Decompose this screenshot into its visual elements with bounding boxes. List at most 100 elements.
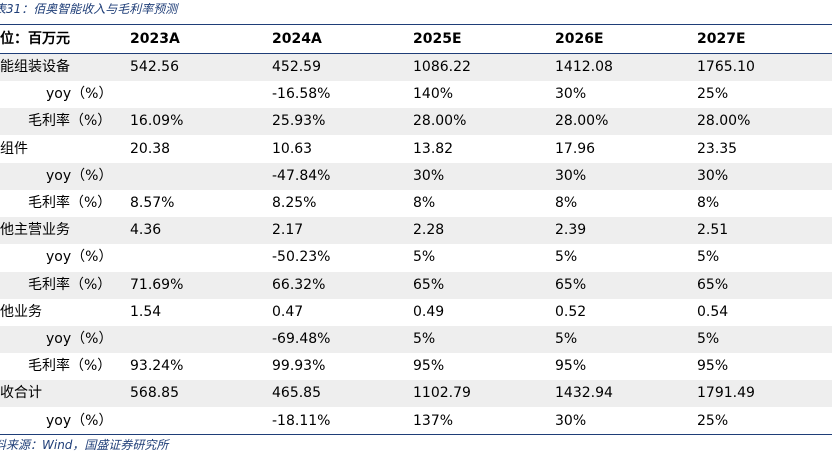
table-row: yoy（%） -69.48% 5% 5% 5%	[0, 326, 832, 353]
cell: 8.57%	[130, 195, 175, 211]
row-label: 组件	[0, 140, 28, 157]
cell: 95%	[413, 358, 445, 375]
table-title: 表31：佰奥智能收入与毛利率预测	[0, 2, 178, 16]
row-label: yoy（%）	[46, 86, 113, 103]
cell: 5%	[555, 249, 578, 266]
table-row: yoy（%） -50.23% 5% 5% 5%	[0, 244, 832, 271]
row-label: yoy（%）	[46, 331, 113, 347]
cell: 1432.94	[555, 385, 613, 402]
cell: 5%	[413, 331, 436, 347]
cell: 8%	[697, 195, 720, 211]
cell: 13.82	[413, 140, 454, 157]
cell: 95%	[697, 358, 729, 375]
cell: 99.93%	[272, 358, 326, 375]
cell: 8.25%	[272, 195, 317, 211]
row-label: 能组装设备	[0, 59, 70, 75]
cell: 0.52	[555, 303, 587, 320]
cell: 1086.22	[413, 59, 471, 75]
row-label: 收合计	[0, 385, 42, 402]
cell: 568.85	[130, 385, 179, 402]
cell: 542.56	[130, 59, 179, 75]
cell: 1412.08	[555, 59, 613, 75]
cell: 28.00%	[413, 113, 467, 130]
cell: 4.36	[130, 222, 162, 239]
cell: 65%	[697, 276, 729, 293]
cell: 8%	[413, 195, 436, 211]
cell: 30%	[697, 167, 729, 184]
cell: 2023A	[130, 31, 180, 47]
table-row: yoy（%） -47.84% 30% 30% 30%	[0, 162, 832, 190]
row-label: 他业务	[0, 303, 42, 320]
cell: 30%	[413, 167, 445, 184]
row-label: 毛利率（%）	[28, 113, 112, 130]
cell: 10.63	[272, 140, 313, 157]
cell: 1791.49	[697, 385, 755, 402]
cell: 23.35	[697, 140, 738, 157]
cell: 1765.10	[697, 59, 755, 75]
cell: 28.00%	[697, 113, 751, 130]
cell: 25%	[697, 412, 729, 429]
table-row: yoy（%） -18.11% 137% 30% 25%	[0, 408, 832, 435]
row-label: yoy（%）	[46, 412, 113, 429]
cell: 0.47	[272, 303, 304, 320]
cell: 137%	[413, 412, 454, 429]
cell: 2027E	[697, 31, 746, 47]
table-row: 毛利率（%） 71.69% 66.32% 65% 65% 65%	[0, 271, 832, 299]
table-row: 他主营业务 4.36 2.17 2.28 2.39 2.51	[0, 217, 832, 245]
cell: 71.69%	[130, 276, 184, 293]
cell: 20.38	[130, 140, 171, 157]
row-label: 位：百万元	[0, 31, 70, 47]
table-row: 收合计 568.85 465.85 1102.79 1432.94 1791.49	[0, 380, 832, 408]
cell: 0.49	[413, 303, 445, 320]
row-label: 毛利率（%）	[28, 358, 112, 375]
cell: 95%	[555, 358, 587, 375]
table-row: 毛利率（%） 8.57% 8.25% 8% 8% 8%	[0, 190, 832, 217]
cell: 2.39	[555, 222, 587, 239]
cell: 2.51	[697, 222, 729, 239]
cell: -47.84%	[272, 167, 331, 184]
table-rule	[0, 434, 832, 435]
cell: 2.17	[272, 222, 304, 239]
cell: 5%	[555, 331, 578, 347]
row-label: 毛利率（%）	[28, 276, 112, 293]
cell: 30%	[555, 86, 587, 103]
cell: -50.23%	[272, 249, 331, 266]
source-note: 料来源：Wind，国盛证券研究所	[0, 438, 169, 452]
cell: 140%	[413, 86, 454, 103]
cell: 2024A	[272, 31, 322, 47]
cell: 2026E	[555, 31, 604, 47]
table-row: 毛利率（%） 93.24% 99.93% 95% 95% 95%	[0, 353, 832, 380]
cell: 25%	[697, 86, 729, 103]
cell: -16.58%	[272, 86, 331, 103]
cell: -18.11%	[272, 412, 331, 429]
cell: -69.48%	[272, 331, 331, 347]
table-row: 他业务 1.54 0.47 0.49 0.52 0.54	[0, 299, 832, 326]
table-row: yoy（%） -16.58% 140% 30% 25%	[0, 81, 832, 108]
cell: 25.93%	[272, 113, 326, 130]
cell: 2025E	[413, 31, 462, 47]
table-row: 能组装设备 542.56 452.59 1086.22 1412.08 1765.10	[0, 54, 832, 81]
cell: 30%	[555, 412, 587, 429]
cell: 65%	[413, 276, 445, 293]
cell: 65%	[555, 276, 587, 293]
row-label: 毛利率（%）	[28, 195, 112, 211]
row-label: 他主营业务	[0, 222, 70, 239]
cell: 5%	[697, 331, 720, 347]
cell: 1.54	[130, 303, 162, 320]
cell: 17.96	[555, 140, 596, 157]
cell: 5%	[413, 249, 436, 266]
cell: 5%	[697, 249, 720, 266]
cell: 28.00%	[555, 113, 609, 130]
cell: 465.85	[272, 385, 321, 402]
row-label: yoy（%）	[46, 249, 113, 266]
cell: 16.09%	[130, 113, 184, 130]
cell: 1102.79	[413, 385, 471, 402]
row-label: yoy（%）	[46, 167, 113, 184]
cell: 452.59	[272, 59, 321, 75]
cell: 2.28	[413, 222, 445, 239]
cell: 8%	[555, 195, 578, 211]
cell: 93.24%	[130, 358, 184, 375]
header-row: 位：百万元 2023A 2024A 2025E 2026E 2027E	[0, 24, 832, 54]
cell: 30%	[555, 167, 587, 184]
